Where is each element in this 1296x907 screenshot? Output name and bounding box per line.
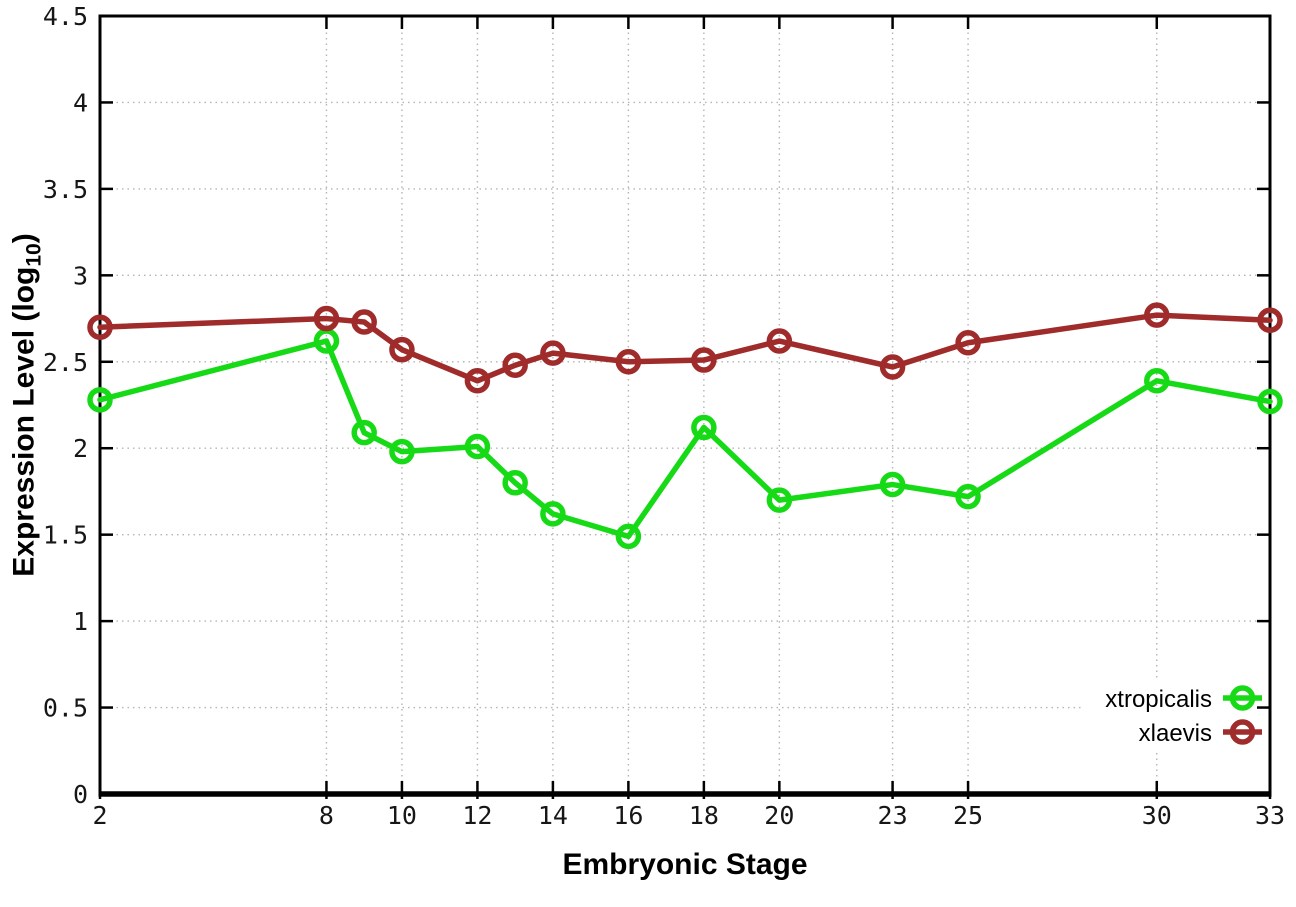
x-tick-label-14: 14: [538, 801, 568, 830]
data-point-xlaevis-stage-12: [464, 368, 491, 394]
y-tick-label-2: 2: [73, 434, 88, 463]
data-point-xlaevis-stage-13: [502, 352, 528, 378]
y-tick-label-0.5: 0.5: [43, 694, 88, 723]
data-point-xtropicalis-stage-30: [1144, 368, 1170, 394]
x-tick-label-18: 18: [689, 801, 719, 830]
data-point-xtropicalis-stage-16: [615, 523, 642, 550]
y-axis-title-text: Expression Level (log: [7, 266, 41, 577]
data-point-xtropicalis-stage-10: [389, 438, 415, 465]
series-xlaevis-line: [97, 312, 1273, 384]
data-point-xlaevis-stage-16: [615, 349, 642, 375]
data-point-xtropicalis-stage-13: [502, 470, 528, 496]
y-tick-label-3.5: 3.5: [43, 175, 88, 204]
y-axis-title-close: ): [7, 233, 41, 244]
data-point-xlaevis-stage-8: [313, 305, 340, 332]
legend-label-xtropicalis: xtropicalis: [1105, 686, 1212, 713]
x-tick-label-12: 12: [462, 801, 492, 830]
data-point-xtropicalis-stage-14: [540, 501, 566, 527]
x-axis-title: Embryonic Stage: [562, 848, 808, 881]
x-tick-label-23: 23: [878, 801, 908, 830]
data-point-xlaevis-stage-2: [87, 314, 113, 340]
x-tick-label-25: 25: [953, 801, 983, 830]
series-xtropicalis-line: [97, 338, 1273, 540]
data-point-xtropicalis-stage-33: [1257, 388, 1283, 415]
data-point-xlaevis-stage-20: [766, 328, 793, 354]
data-point-xtropicalis-stage-18: [691, 414, 717, 441]
data-point-xtropicalis-stage-12: [464, 433, 491, 460]
data-point-xlaevis-stage-33: [1257, 307, 1283, 334]
y-tick-label-1.5: 1.5: [43, 521, 88, 550]
y-axis-title: Expression Level (log10): [8, 233, 47, 576]
data-point-xlaevis-stage-30: [1144, 302, 1170, 328]
x-tick-label-30: 30: [1142, 801, 1172, 830]
x-tick-label-8: 8: [319, 801, 334, 830]
data-point-xtropicalis-stage-23: [879, 471, 906, 498]
x-tick-label-33: 33: [1255, 801, 1285, 830]
y-tick-label-1: 1: [73, 607, 88, 636]
data-point-xtropicalis-stage-9: [351, 419, 377, 446]
y-axis-title-subscript: 10: [22, 243, 46, 267]
data-point-xtropicalis-stage-2: [87, 387, 113, 413]
x-tick-label-16: 16: [613, 801, 643, 830]
data-point-xtropicalis-stage-20: [766, 487, 793, 513]
y-tick-label-4.5: 4.5: [43, 2, 88, 31]
y-tick-label-3: 3: [73, 261, 88, 290]
legend-marker-xlaevis: [1229, 719, 1256, 745]
x-tick-label-20: 20: [764, 801, 794, 830]
legend-label-xlaevis: xlaevis: [1139, 720, 1212, 747]
plot-border: [98, 14, 1272, 796]
data-point-xlaevis-stage-14: [540, 340, 566, 366]
data-point-xlaevis-stage-9: [351, 309, 377, 335]
data-point-xtropicalis-stage-25: [955, 483, 981, 510]
data-point-xlaevis-stage-25: [955, 330, 981, 356]
y-tick-label-2.5: 2.5: [43, 348, 88, 377]
y-tick-label-4: 4: [73, 88, 88, 117]
data-point-xlaevis-stage-10: [389, 336, 415, 363]
x-tick-label-10: 10: [387, 801, 417, 830]
legend-marker-xtropicalis: [1229, 685, 1256, 711]
data-point-xlaevis-stage-18: [691, 347, 717, 373]
x-tick-label-2: 2: [92, 801, 107, 830]
data-point-xlaevis-stage-23: [879, 354, 906, 380]
y-tick-label-0: 0: [73, 780, 88, 809]
